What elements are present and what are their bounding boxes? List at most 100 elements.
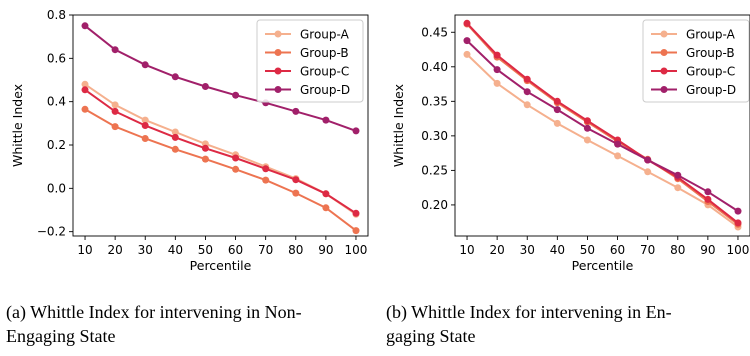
caption-b-line2: gaging State xyxy=(386,326,476,346)
legend-swatch-marker xyxy=(660,49,668,56)
data-point xyxy=(463,19,471,27)
data-point xyxy=(493,79,501,87)
data-point xyxy=(614,140,622,148)
data-point xyxy=(141,61,149,69)
x-tick-label: 100 xyxy=(727,243,750,257)
x-tick-label: 60 xyxy=(610,243,625,257)
data-point xyxy=(232,165,240,173)
data-point xyxy=(463,37,471,45)
data-point xyxy=(292,189,300,197)
data-point xyxy=(111,123,119,131)
legend-label: Group-A xyxy=(686,28,736,42)
data-point xyxy=(171,73,179,81)
data-point xyxy=(523,75,531,83)
legend-label: Group-A xyxy=(300,28,350,42)
x-tick-label: 100 xyxy=(345,243,368,257)
legend-box xyxy=(256,19,364,103)
data-point xyxy=(232,154,240,162)
data-point xyxy=(352,227,360,235)
data-point xyxy=(292,107,300,115)
x-tick-label: 60 xyxy=(228,243,243,257)
plot-frame xyxy=(72,14,369,237)
data-point xyxy=(352,127,360,135)
data-point xyxy=(734,207,742,215)
legend: Group-A Group-B Group-C Group-D xyxy=(256,19,364,103)
data-point xyxy=(111,101,119,109)
data-point xyxy=(644,156,652,164)
x-tick-label: 40 xyxy=(168,243,183,257)
legend-label: Group-B xyxy=(300,46,349,60)
data-point xyxy=(352,209,360,217)
x-tick-label: 70 xyxy=(258,243,273,257)
series-line-group-d xyxy=(84,25,357,132)
data-point xyxy=(553,106,561,114)
legend-label: Group-B xyxy=(686,46,735,60)
data-point xyxy=(644,168,652,176)
series-line-group-b xyxy=(84,108,357,232)
data-point xyxy=(523,101,531,109)
y-axis-label: Whittle Index xyxy=(10,84,25,167)
data-point xyxy=(614,152,622,160)
data-point xyxy=(171,133,179,141)
y-tick-label: 0.0 xyxy=(47,181,66,195)
x-tick-label: 10 xyxy=(77,243,92,257)
y-tick-label: 0.30 xyxy=(421,129,448,143)
data-point xyxy=(262,165,270,173)
x-tick-label: 20 xyxy=(490,243,505,257)
data-point xyxy=(171,145,179,153)
data-point xyxy=(583,124,591,132)
series-line-group-c xyxy=(84,88,357,215)
data-point xyxy=(674,171,682,179)
data-point xyxy=(463,50,471,58)
data-point xyxy=(141,135,149,142)
y-tick-label: 0.6 xyxy=(47,51,66,65)
x-tick-label: 40 xyxy=(550,243,565,257)
x-tick-label: 30 xyxy=(138,243,153,257)
data-point xyxy=(583,136,591,144)
data-point xyxy=(141,122,149,129)
y-tick-label: 0.2 xyxy=(47,138,66,152)
x-tick-label: 50 xyxy=(198,243,213,257)
legend: Group-A Group-B Group-C Group-D xyxy=(642,19,750,103)
x-axis-label: Percentile xyxy=(190,258,252,273)
chart-non-engaging: 10 20 30 40 50 60 70 80 90 100 −0.2 0.0 0.2 0.4 0.6 0.8… xyxy=(10,8,369,273)
data-point xyxy=(322,190,330,198)
legend-label: Group-D xyxy=(686,83,736,97)
data-point xyxy=(81,105,89,113)
data-point xyxy=(553,97,561,105)
x-tick-label: 20 xyxy=(108,243,123,257)
data-point xyxy=(493,66,501,74)
y-tick-label: 0.35 xyxy=(421,94,448,108)
caption-a: (a) Whittle Index for intervening in Non… xyxy=(6,300,302,348)
series-line-group-b xyxy=(466,23,739,226)
x-tick-label: 90 xyxy=(700,243,715,257)
y-tick-label: −0.2 xyxy=(37,225,66,239)
legend-label: Group-D xyxy=(300,83,350,97)
plot-frame xyxy=(454,14,750,237)
data-point xyxy=(201,144,209,152)
data-point xyxy=(81,22,89,30)
caption-b-line1: (b) Whittle Index for intervening in En- xyxy=(386,302,672,322)
data-point xyxy=(292,176,300,184)
x-tick-label: 30 xyxy=(520,243,535,257)
caption-b: (b) Whittle Index for intervening in En-… xyxy=(386,300,672,348)
y-tick-label: 0.8 xyxy=(47,8,66,22)
legend-swatch-marker xyxy=(660,86,668,93)
data-point xyxy=(583,117,591,125)
data-point xyxy=(674,184,682,192)
y-tick-label: 0.40 xyxy=(421,60,448,74)
x-axis-label: Percentile xyxy=(572,258,634,273)
legend-swatch-marker xyxy=(660,67,668,75)
data-point xyxy=(201,83,209,90)
caption-a-line1: (a) Whittle Index for intervening in Non… xyxy=(6,302,302,322)
legend-box xyxy=(642,19,750,103)
y-tick-label: 0.20 xyxy=(421,198,448,212)
data-point xyxy=(262,176,270,184)
legend-swatch-marker xyxy=(274,67,282,75)
series-line-group-c xyxy=(466,22,739,224)
series-line-group-a xyxy=(466,53,739,228)
data-point xyxy=(704,188,712,196)
series-line-group-d xyxy=(466,39,739,212)
figure: 10 20 30 40 50 60 70 80 90 100 −0.2 0.0 0.2 0.4 0.6 0.8… xyxy=(10,8,750,273)
chart-engaging: 10 20 30 40 50 60 70 80 90 100 0.20 0.25 0.30 0.35 0.4… xyxy=(391,14,750,273)
